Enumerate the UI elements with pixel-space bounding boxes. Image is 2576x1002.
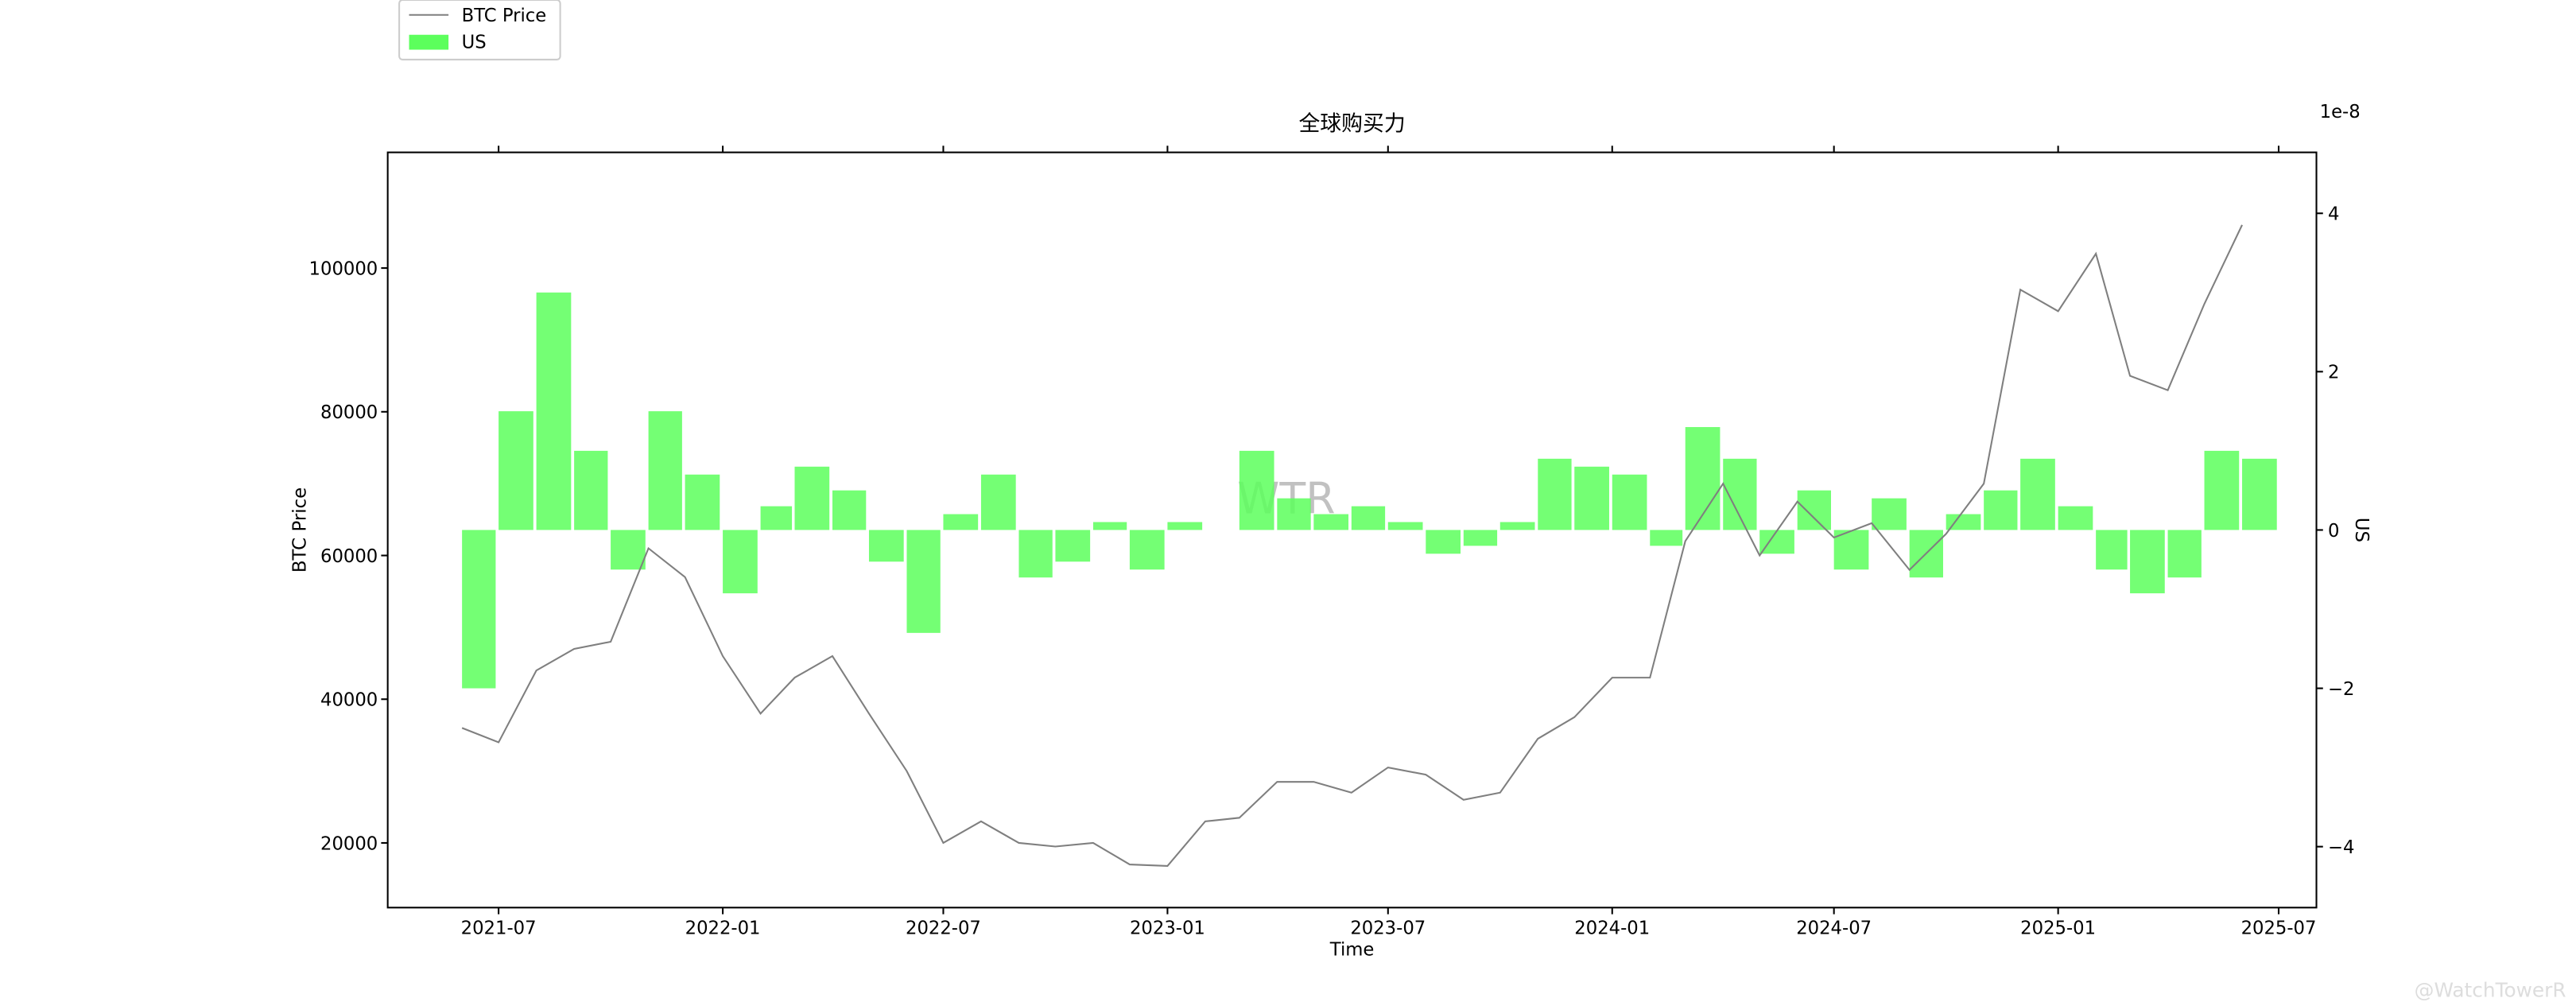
bar: [499, 411, 533, 530]
bar: [1463, 530, 1498, 546]
y-tick-label: 40000: [320, 689, 378, 710]
bar: [832, 490, 867, 530]
bar: [1239, 450, 1274, 530]
bar: [1129, 530, 1165, 570]
y-axis-label: BTC Price: [289, 487, 310, 573]
bar: [2204, 450, 2240, 530]
x-tick-label: 2023-07: [1350, 918, 1426, 939]
bar: [980, 474, 1016, 530]
bar: [868, 530, 904, 562]
bar: [1650, 530, 1683, 546]
y2-offset: 1e-8: [2320, 102, 2361, 122]
bar: [1426, 530, 1461, 554]
bar: [1018, 530, 1053, 578]
bar: [1685, 427, 1721, 530]
bar: [1833, 530, 1869, 570]
y2-tick-label: −4: [2328, 837, 2354, 858]
chart-title: 全球购买力: [1298, 111, 1405, 136]
bar: [536, 292, 572, 530]
bar: [794, 466, 830, 530]
bar: [1092, 522, 1127, 530]
y-tick-label: 60000: [320, 546, 378, 567]
legend-swatch: [409, 34, 449, 50]
bar: [648, 411, 682, 530]
x-axis-label: Time: [1329, 940, 1375, 961]
y-tick-label: 20000: [320, 833, 378, 854]
bar: [462, 530, 496, 689]
legend-label: US: [462, 32, 487, 52]
bar: [2130, 530, 2165, 594]
bar: [1167, 522, 1203, 530]
x-tick-label: 2022-07: [906, 918, 981, 939]
bar: [1797, 490, 1831, 530]
bar: [2096, 530, 2128, 570]
bar: [1946, 514, 1981, 530]
bar: [1351, 506, 1386, 530]
bar: [1984, 490, 2018, 530]
bar: [574, 450, 608, 530]
bar: [906, 530, 941, 633]
y2-tick-label: 2: [2328, 363, 2339, 383]
legend-label: BTC Price: [462, 6, 547, 26]
x-tick-label: 2025-07: [2241, 918, 2317, 939]
bar: [1277, 498, 1311, 530]
bar: [1872, 498, 1907, 530]
y2-tick-label: −2: [2328, 679, 2354, 700]
x-tick-label: 2024-07: [1796, 918, 1872, 939]
y-tick-label: 100000: [309, 258, 378, 279]
bar: [1574, 466, 1609, 530]
price-line: [461, 224, 2243, 867]
x-tick-label: 2021-07: [461, 918, 537, 939]
bar: [685, 474, 720, 530]
x-tick-label: 2024-01: [1574, 918, 1650, 939]
bar: [1387, 522, 1423, 530]
bar: [943, 514, 979, 530]
bar: [1538, 458, 1572, 530]
bar: [760, 506, 793, 530]
y2-axis-label: US: [2351, 518, 2372, 542]
bar: [1055, 530, 1091, 562]
bar: [2020, 458, 2055, 530]
bar: [723, 530, 758, 594]
bar: [1313, 514, 1349, 530]
bar: [2242, 458, 2277, 530]
bar: [1612, 474, 1647, 530]
bar: [1759, 530, 1794, 554]
bar: [611, 530, 646, 570]
bar: [1499, 522, 1535, 530]
y2-tick-label: 0: [2328, 521, 2339, 542]
x-tick-label: 2023-01: [1130, 918, 1205, 939]
bar: [2058, 506, 2093, 530]
y-tick-label: 80000: [320, 402, 378, 423]
y2-tick-label: 4: [2328, 204, 2339, 225]
x-tick-label: 2025-01: [2020, 918, 2096, 939]
bar: [2167, 530, 2202, 578]
credit: @WatchTowerR: [2415, 979, 2566, 1002]
x-tick-label: 2022-01: [685, 918, 761, 939]
